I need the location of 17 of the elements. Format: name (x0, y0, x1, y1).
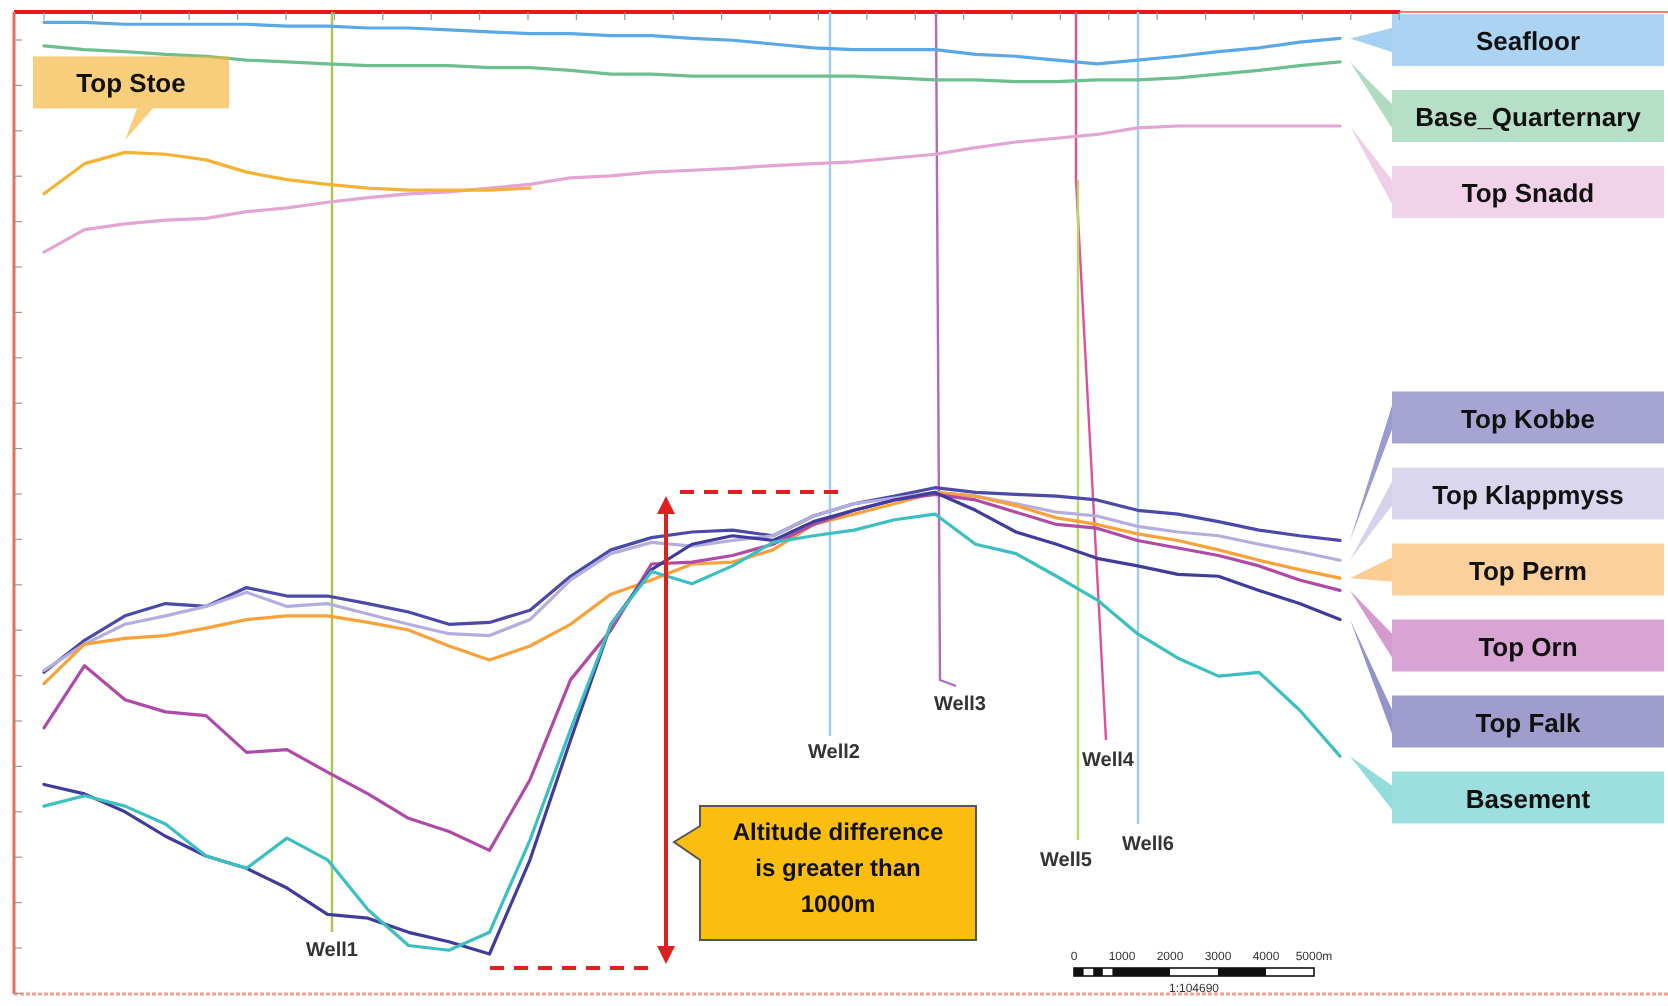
text: Top Orn (1478, 631, 1578, 662)
annotation: Well2 (808, 742, 861, 764)
text: Basement (1465, 783, 1592, 814)
annotation: Well6 (1122, 834, 1175, 856)
text: Top Klappmyss (1432, 479, 1624, 510)
text: Top Snadd (1461, 178, 1595, 208)
annotation: Well4 (1082, 750, 1135, 772)
annotation: Well5 (1040, 850, 1093, 872)
text: Top Kobbe (1461, 403, 1595, 434)
text: Top Falk (1475, 707, 1583, 738)
text: Base_Quarternary (1415, 102, 1643, 132)
annotation: Well1 (306, 940, 359, 962)
text: Seafloor (1475, 26, 1581, 56)
annotation: Well3 (934, 694, 987, 716)
text: Top Perm (1469, 555, 1587, 586)
annotation: Altitude difference is greater than 1000m (732, 818, 944, 918)
text: Top Stoe (76, 68, 186, 99)
